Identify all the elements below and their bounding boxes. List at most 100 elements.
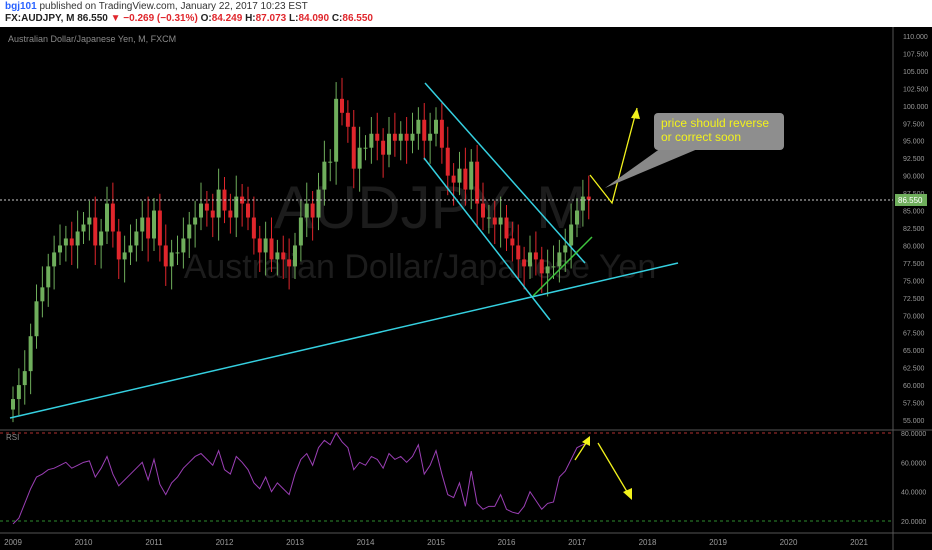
price-tick-label: 100.000	[903, 104, 928, 111]
time-tick-label: 2016	[498, 538, 516, 547]
candle	[40, 266, 45, 318]
candle	[575, 197, 579, 238]
candle	[28, 323, 33, 395]
candle	[528, 235, 532, 279]
price-tick-label: 97.500	[903, 121, 925, 128]
candle	[263, 221, 268, 276]
ohlc-line: FX:AUDJPY, M 86.550 ▼ −0.269 (−0.31%) O:…	[5, 13, 373, 24]
price-tick-label: 107.500	[903, 51, 928, 58]
candle	[105, 186, 109, 245]
price-tick-label: 72.500	[903, 296, 925, 303]
candle	[234, 175, 239, 238]
candle	[293, 232, 297, 279]
time-tick-label: 2017	[568, 538, 586, 547]
candle	[99, 218, 104, 269]
candle	[304, 182, 309, 238]
time-tick-label: 2015	[427, 538, 445, 547]
candle	[199, 182, 203, 231]
candle	[246, 186, 250, 231]
channel-upper-line	[424, 82, 586, 264]
candle	[16, 368, 21, 416]
green-uptrend-line	[532, 236, 593, 297]
rsi-tick-label: 20.0000	[901, 519, 926, 526]
candle	[228, 193, 233, 234]
high-label: H:	[245, 13, 256, 24]
candle	[116, 218, 121, 279]
candle	[404, 116, 409, 164]
candle	[75, 210, 80, 269]
candle	[586, 175, 591, 220]
candle	[469, 149, 474, 210]
candle	[357, 126, 362, 192]
candle	[522, 246, 527, 290]
low-value: 84.090	[298, 13, 330, 24]
rsi-arrow-up	[574, 436, 590, 461]
price-tick-label: 67.500	[903, 331, 925, 338]
watermark-name: Australian Dollar/Japanese Yen	[184, 248, 657, 286]
channel-lower-line	[423, 157, 551, 321]
price-tick-label: 95.000	[903, 139, 925, 146]
candle	[134, 218, 139, 262]
time-tick-label: 2012	[216, 538, 234, 547]
candle	[345, 100, 350, 143]
price-tick-label: 80.000	[903, 243, 925, 250]
candle	[322, 140, 327, 206]
annotation-line-2: or correct soon	[661, 130, 741, 144]
candle	[504, 204, 509, 252]
candle	[110, 182, 115, 248]
candle	[140, 200, 145, 252]
price-tick-label: 57.500	[903, 401, 925, 408]
rsi-tick-label: 80.0000	[901, 431, 926, 438]
candle	[498, 196, 503, 248]
candle	[351, 110, 356, 189]
chart-canvas[interactable]: Australian Dollar/Japanese Yen, M, FXCM …	[0, 27, 932, 550]
candle	[557, 239, 562, 283]
price-tick-label: 70.000	[903, 313, 925, 320]
price-tick-label: 82.500	[903, 226, 925, 233]
candle	[34, 284, 39, 349]
annotation-callout[interactable]: price should reverse or correct soon	[605, 113, 784, 188]
candle	[52, 235, 57, 290]
open-label: O:	[200, 13, 212, 24]
candle	[434, 107, 438, 147]
candle	[122, 235, 127, 283]
candle	[533, 231, 538, 276]
last-price: 86.550	[77, 13, 108, 24]
candle	[58, 224, 62, 266]
candle	[481, 182, 485, 231]
time-tick-label: 2018	[639, 538, 657, 547]
candle	[416, 107, 421, 150]
candle	[216, 168, 221, 241]
candle	[410, 112, 415, 154]
publish-text: published on TradingView.com, January 22…	[39, 1, 308, 12]
price-tick-label: 55.000	[903, 418, 925, 425]
candle	[87, 200, 92, 241]
candle	[539, 246, 544, 293]
forecast-arrow-up	[589, 107, 640, 205]
price-tick-label: 92.500	[903, 156, 925, 163]
candle	[451, 163, 456, 206]
candle	[46, 253, 51, 307]
candle	[340, 77, 344, 126]
symbol-label[interactable]: FX:AUDJPY, M	[5, 13, 75, 24]
candle	[422, 103, 427, 161]
author-link[interactable]: bgj101	[5, 1, 37, 12]
candle	[163, 224, 168, 286]
candle	[445, 126, 450, 196]
candle	[69, 221, 74, 266]
candle	[328, 149, 333, 182]
candle	[281, 235, 286, 279]
candle	[181, 217, 186, 269]
low-label: L:	[289, 13, 299, 24]
candle	[298, 200, 303, 262]
candle	[169, 239, 174, 290]
candle	[157, 193, 162, 262]
candle	[193, 200, 198, 248]
candle	[381, 128, 386, 178]
price-tick-label: 60.000	[903, 383, 925, 390]
candle	[387, 116, 391, 168]
close-value: 86.550	[342, 13, 373, 24]
candle	[580, 179, 585, 227]
candle	[398, 121, 403, 161]
candle	[510, 221, 515, 262]
